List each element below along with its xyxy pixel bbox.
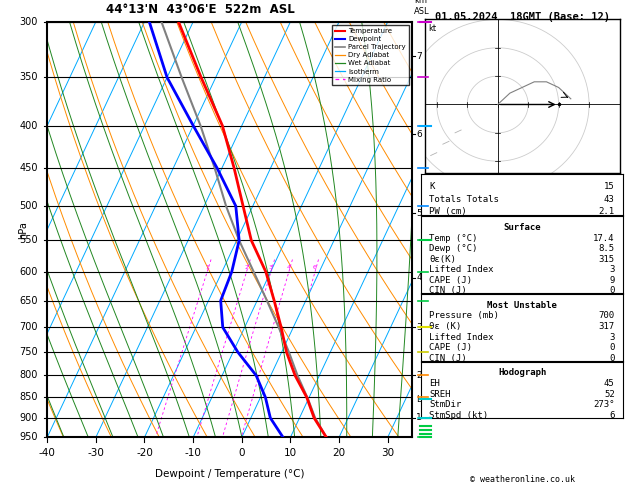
Text: 2: 2 [416, 371, 422, 380]
Text: 2: 2 [245, 265, 248, 270]
Text: Most Unstable: Most Unstable [487, 301, 557, 310]
Text: 9: 9 [610, 276, 615, 285]
Text: Hodograph: Hodograph [498, 368, 546, 378]
Text: 43: 43 [604, 194, 615, 204]
Text: hPa: hPa [18, 221, 28, 239]
Text: StmDir: StmDir [430, 400, 462, 409]
Text: 317: 317 [599, 322, 615, 331]
Text: 17.4: 17.4 [593, 234, 615, 243]
Text: 300: 300 [19, 17, 38, 27]
Text: Lifted Index: Lifted Index [430, 265, 494, 274]
Text: 0: 0 [610, 354, 615, 363]
Text: 450: 450 [19, 163, 38, 173]
Text: CIN (J): CIN (J) [430, 286, 467, 295]
Text: 6: 6 [416, 130, 422, 139]
Text: 6: 6 [313, 265, 317, 270]
Text: 700: 700 [19, 322, 38, 332]
Text: 4: 4 [287, 265, 291, 270]
Text: 2.1: 2.1 [599, 207, 615, 216]
Text: 8.5: 8.5 [599, 244, 615, 253]
Text: CIN (J): CIN (J) [430, 354, 467, 363]
Text: 15: 15 [604, 182, 615, 191]
Text: -20: -20 [136, 448, 153, 458]
Text: 3: 3 [610, 332, 615, 342]
Text: 01.05.2024  18GMT (Base: 12): 01.05.2024 18GMT (Base: 12) [435, 12, 610, 22]
Text: 1: 1 [416, 414, 422, 422]
Text: 10: 10 [284, 448, 297, 458]
Text: 3: 3 [610, 265, 615, 274]
Text: 950: 950 [19, 433, 38, 442]
Text: 3: 3 [269, 265, 273, 270]
Text: CAPE (J): CAPE (J) [430, 343, 472, 352]
Text: 350: 350 [19, 72, 38, 83]
Text: θε (K): θε (K) [430, 322, 462, 331]
Text: LCL: LCL [416, 395, 431, 404]
Text: 0: 0 [610, 286, 615, 295]
Text: 400: 400 [19, 121, 38, 131]
Text: 30: 30 [381, 448, 394, 458]
Text: θε(K): θε(K) [430, 255, 457, 264]
Text: StmSpd (kt): StmSpd (kt) [430, 411, 489, 420]
Text: kt: kt [428, 24, 437, 33]
Text: 7: 7 [416, 52, 422, 61]
Legend: Temperature, Dewpoint, Parcel Trajectory, Dry Adiabat, Wet Adiabat, Isotherm, Mi: Temperature, Dewpoint, Parcel Trajectory… [332, 25, 408, 86]
Text: 44°13'N  43°06'E  522m  ASL: 44°13'N 43°06'E 522m ASL [106, 2, 295, 16]
Text: 1: 1 [205, 265, 209, 270]
Text: 0: 0 [238, 448, 245, 458]
Text: 20: 20 [333, 448, 345, 458]
Text: PW (cm): PW (cm) [430, 207, 467, 216]
Text: 550: 550 [19, 235, 38, 245]
Text: 700: 700 [599, 312, 615, 320]
Text: 0: 0 [610, 343, 615, 352]
Text: 850: 850 [19, 392, 38, 402]
Text: 650: 650 [19, 295, 38, 306]
Text: Dewp (°C): Dewp (°C) [430, 244, 478, 253]
Text: Lifted Index: Lifted Index [430, 332, 494, 342]
Text: Mixing Ratio (g/kg): Mixing Ratio (g/kg) [431, 190, 440, 269]
Text: 500: 500 [19, 201, 38, 211]
Text: © weatheronline.co.uk: © weatheronline.co.uk [470, 474, 574, 484]
Text: 52: 52 [604, 390, 615, 399]
Text: Pressure (mb): Pressure (mb) [430, 312, 499, 320]
Text: Surface: Surface [503, 223, 541, 232]
Text: K: K [430, 182, 435, 191]
Text: km
ASL: km ASL [414, 0, 430, 16]
Text: Temp (°C): Temp (°C) [430, 234, 478, 243]
Text: 45: 45 [604, 379, 615, 388]
Text: 4: 4 [416, 273, 422, 282]
Text: 273°: 273° [593, 400, 615, 409]
Text: Totals Totals: Totals Totals [430, 194, 499, 204]
Text: -30: -30 [87, 448, 104, 458]
Text: 5: 5 [416, 208, 422, 218]
Text: 750: 750 [19, 347, 38, 357]
Text: 900: 900 [19, 413, 38, 423]
Text: 6: 6 [610, 411, 615, 420]
Text: CAPE (J): CAPE (J) [430, 276, 472, 285]
Text: 3: 3 [416, 323, 422, 332]
Text: -10: -10 [185, 448, 201, 458]
Text: 600: 600 [19, 267, 38, 277]
Text: 315: 315 [599, 255, 615, 264]
Text: EH: EH [430, 379, 440, 388]
Text: Dewpoint / Temperature (°C): Dewpoint / Temperature (°C) [155, 469, 304, 479]
Text: SREH: SREH [430, 390, 451, 399]
Text: 800: 800 [19, 370, 38, 381]
Text: -40: -40 [39, 448, 55, 458]
